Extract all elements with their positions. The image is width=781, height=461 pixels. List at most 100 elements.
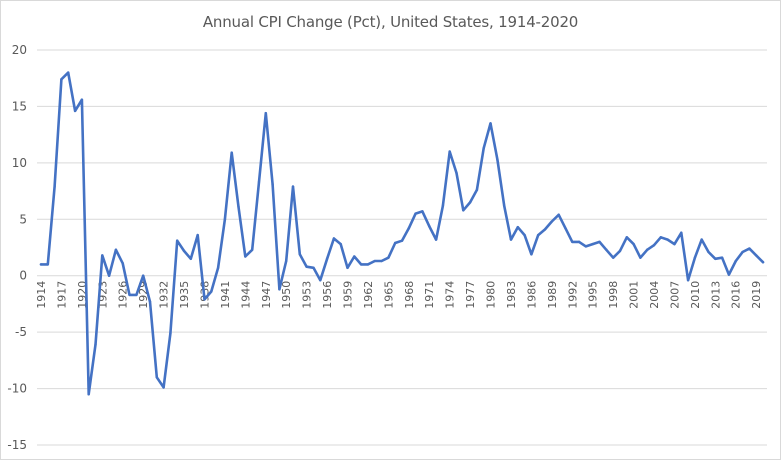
data-point-2001	[632, 242, 635, 246]
data-point-1996	[598, 240, 601, 244]
data-point-1991	[564, 227, 567, 230]
y-tick-label: 0	[19, 269, 27, 283]
data-point-2012	[707, 250, 710, 254]
data-point-1944	[244, 255, 247, 258]
x-tick-label: 2004	[648, 281, 661, 309]
data-point-1953	[305, 265, 308, 268]
data-point-1957	[332, 237, 336, 240]
x-tick-label: 1968	[403, 281, 416, 309]
data-point-2018	[748, 247, 751, 250]
data-point-1941	[223, 218, 227, 221]
data-point-1988	[543, 228, 547, 231]
y-tick-label: 5	[19, 212, 27, 226]
data-point-1934	[176, 239, 179, 242]
x-tick-label: 1926	[117, 281, 130, 309]
data-point-2013	[714, 257, 717, 260]
x-tick-label: 1986	[525, 281, 538, 309]
data-point-2009	[686, 279, 690, 282]
data-point-1997	[605, 248, 608, 251]
data-point-1940	[216, 266, 220, 270]
x-tick-label: 1956	[321, 281, 334, 309]
data-point-1928	[135, 293, 138, 297]
data-point-1989	[550, 220, 554, 223]
data-point-1995	[591, 242, 594, 246]
y-tick-label: 15	[12, 99, 27, 113]
x-tick-label: 1965	[382, 281, 395, 309]
data-point-1981	[496, 158, 499, 161]
x-tick-label: 1962	[362, 281, 375, 309]
y-tick-label: -10	[7, 382, 27, 396]
data-point-1939	[210, 290, 213, 293]
data-point-1929	[141, 274, 145, 277]
data-point-1994	[584, 245, 588, 248]
data-point-2010	[693, 256, 697, 259]
data-point-1978	[475, 188, 479, 192]
data-point-2016	[734, 259, 737, 263]
data-point-1932	[162, 386, 165, 389]
data-point-1951	[291, 185, 295, 188]
data-point-1964	[380, 259, 383, 263]
data-point-1923	[101, 254, 104, 257]
data-point-1935	[182, 249, 186, 253]
data-point-2002	[639, 256, 642, 259]
y-axis-ticks: 20 15 10 5 0 -5 -10 -15	[7, 43, 27, 452]
data-point-2003	[646, 248, 649, 251]
data-point-1977	[468, 201, 472, 204]
data-point-1927	[128, 293, 131, 297]
data-point-2000	[625, 236, 628, 239]
data-point-2008	[680, 231, 683, 235]
x-tick-label: 1971	[423, 281, 436, 309]
x-tick-label: 1935	[178, 281, 191, 309]
data-point-1949	[278, 288, 281, 291]
data-point-1972	[434, 238, 438, 241]
x-tick-label: 1941	[219, 281, 232, 309]
data-point-1987	[537, 233, 540, 237]
data-point-1947	[264, 112, 267, 115]
data-point-1982	[502, 204, 506, 207]
x-tick-label: 2007	[668, 281, 681, 309]
data-point-1938	[203, 298, 206, 301]
data-point-1998	[611, 256, 615, 259]
x-tick-label: 1983	[505, 281, 518, 309]
x-tick-label: 2016	[730, 281, 743, 309]
data-point-1946	[257, 180, 261, 184]
data-point-1985	[523, 233, 526, 237]
data-point-1930	[148, 300, 152, 303]
data-point-2019	[754, 254, 758, 257]
series-layer	[39, 71, 765, 396]
x-tick-label: 1947	[260, 281, 273, 309]
x-tick-label: 2013	[709, 281, 722, 309]
data-point-1980	[489, 122, 492, 125]
x-tick-label: 2010	[689, 281, 702, 309]
data-point-1937	[196, 233, 199, 237]
x-tick-label: 1974	[444, 281, 457, 309]
x-tick-label: 1980	[485, 281, 498, 309]
data-point-1967	[400, 239, 404, 242]
x-tick-label: 1989	[546, 281, 559, 309]
data-point-1960	[353, 255, 356, 258]
x-tick-label: 1917	[55, 281, 68, 309]
data-point-1958	[339, 242, 342, 246]
data-point-1970	[421, 210, 424, 213]
data-point-1933	[169, 332, 172, 335]
data-point-1931	[155, 376, 158, 379]
data-point-2005	[659, 236, 663, 239]
x-tick-label: 1953	[301, 281, 314, 309]
data-point-2017	[741, 250, 744, 254]
data-point-1954	[312, 266, 315, 270]
data-point-1920	[80, 98, 84, 101]
data-point-1971	[428, 224, 431, 228]
data-point-1956	[325, 257, 329, 260]
data-point-1952	[298, 253, 302, 256]
data-point-1984	[516, 225, 519, 229]
x-tick-label: 2019	[750, 281, 763, 309]
data-point-1919	[73, 109, 77, 113]
data-point-1986	[530, 253, 533, 256]
data-point-1990	[557, 213, 560, 216]
data-point-1993	[577, 240, 581, 244]
gridlines	[37, 49, 767, 446]
x-tick-label: 1977	[464, 281, 477, 309]
x-tick-label: 1992	[566, 281, 579, 309]
